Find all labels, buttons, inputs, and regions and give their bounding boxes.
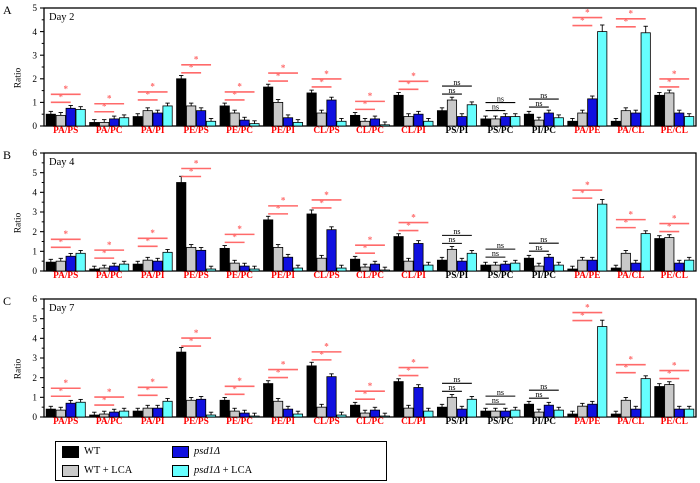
svg-text:*: * bbox=[281, 359, 286, 369]
svg-text:*: * bbox=[368, 381, 373, 391]
svg-text:6: 6 bbox=[32, 149, 37, 159]
svg-text:ns: ns bbox=[448, 235, 455, 244]
svg-text:*: * bbox=[237, 224, 242, 234]
svg-text:ns: ns bbox=[497, 388, 504, 397]
svg-text:5: 5 bbox=[32, 169, 37, 179]
svg-text:*: * bbox=[411, 71, 416, 81]
svg-text:5: 5 bbox=[32, 315, 37, 325]
svg-text:*: * bbox=[281, 63, 286, 73]
svg-text:*: * bbox=[63, 229, 68, 239]
svg-text:3: 3 bbox=[32, 208, 37, 218]
svg-text:ns: ns bbox=[453, 227, 460, 236]
svg-text:*: * bbox=[368, 91, 373, 101]
svg-text:*: * bbox=[629, 354, 634, 364]
svg-text:ns: ns bbox=[497, 241, 504, 250]
svg-text:*: * bbox=[629, 9, 634, 19]
svg-text:3: 3 bbox=[32, 51, 37, 61]
svg-text:ns: ns bbox=[492, 249, 499, 258]
svg-text:1: 1 bbox=[32, 394, 37, 404]
svg-text:*: * bbox=[585, 7, 590, 17]
svg-text:*: * bbox=[107, 94, 112, 104]
svg-text:*: * bbox=[324, 69, 329, 79]
svg-text:2: 2 bbox=[32, 228, 37, 238]
svg-text:*: * bbox=[368, 235, 373, 245]
svg-text:ns: ns bbox=[453, 375, 460, 384]
svg-text:ns: ns bbox=[497, 94, 504, 103]
svg-text:*: * bbox=[150, 377, 155, 387]
svg-text:*: * bbox=[194, 158, 199, 168]
svg-text:*: * bbox=[411, 212, 416, 222]
svg-text:4: 4 bbox=[32, 335, 37, 345]
svg-text:ns: ns bbox=[540, 91, 547, 100]
svg-text:Day 4: Day 4 bbox=[49, 157, 75, 168]
svg-text:*: * bbox=[324, 190, 329, 200]
svg-text:ns: ns bbox=[535, 99, 542, 108]
svg-text:ns: ns bbox=[535, 390, 542, 399]
svg-text:*: * bbox=[194, 328, 199, 338]
svg-text:*: * bbox=[150, 228, 155, 238]
svg-text:*: * bbox=[63, 84, 68, 94]
svg-text:*: * bbox=[194, 55, 199, 65]
svg-text:ns: ns bbox=[540, 235, 547, 244]
svg-text:4: 4 bbox=[32, 28, 37, 38]
svg-text:Day 2: Day 2 bbox=[49, 12, 74, 23]
svg-text:*: * bbox=[672, 69, 677, 79]
svg-text:Day 7: Day 7 bbox=[49, 303, 74, 314]
svg-text:1: 1 bbox=[32, 99, 37, 109]
svg-text:*: * bbox=[672, 360, 677, 370]
svg-text:*: * bbox=[672, 213, 677, 223]
svg-text:ns: ns bbox=[453, 78, 460, 87]
svg-text:*: * bbox=[107, 387, 112, 397]
svg-text:*: * bbox=[237, 82, 242, 92]
svg-text:ns: ns bbox=[492, 102, 499, 111]
svg-text:1: 1 bbox=[32, 248, 37, 258]
svg-text:*: * bbox=[411, 357, 416, 367]
svg-text:3: 3 bbox=[32, 354, 37, 364]
svg-text:ns: ns bbox=[448, 86, 455, 95]
svg-text:*: * bbox=[150, 82, 155, 92]
svg-text:*: * bbox=[585, 302, 590, 312]
svg-text:*: * bbox=[63, 378, 68, 388]
svg-text:*: * bbox=[281, 196, 286, 206]
svg-text:*: * bbox=[237, 376, 242, 386]
svg-text:5: 5 bbox=[32, 4, 37, 14]
svg-text:ns: ns bbox=[540, 382, 547, 391]
svg-text:*: * bbox=[107, 240, 112, 250]
svg-text:ns: ns bbox=[535, 243, 542, 252]
svg-text:4: 4 bbox=[32, 189, 37, 199]
svg-text:*: * bbox=[585, 180, 590, 190]
svg-text:6: 6 bbox=[32, 295, 37, 305]
svg-text:*: * bbox=[629, 209, 634, 219]
svg-text:*: * bbox=[324, 342, 329, 352]
svg-text:ns: ns bbox=[492, 396, 499, 405]
svg-text:2: 2 bbox=[32, 75, 37, 85]
svg-text:2: 2 bbox=[32, 374, 37, 384]
svg-text:ns: ns bbox=[448, 383, 455, 392]
